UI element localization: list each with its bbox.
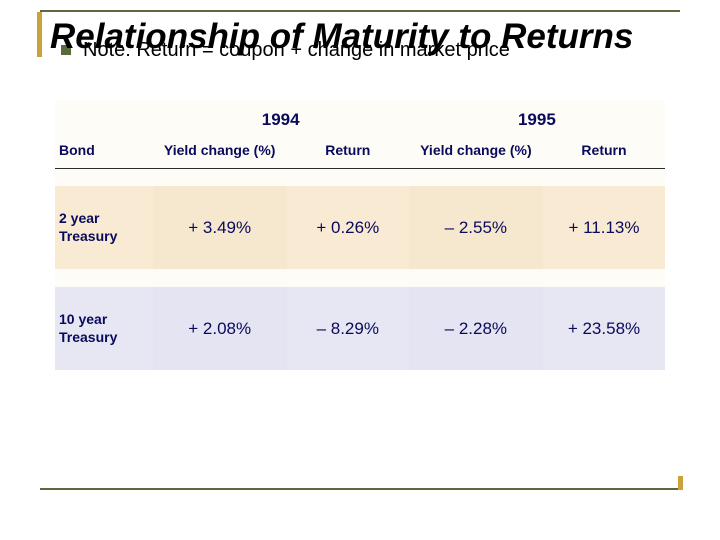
footer-accent-bar bbox=[678, 476, 683, 490]
slide: Relationship of Maturity to Returns Note… bbox=[0, 0, 720, 540]
col-return-94: Return bbox=[287, 138, 409, 169]
cell-yield-94: + 2.08% bbox=[153, 287, 287, 370]
bond-line2: Treasury bbox=[59, 329, 117, 345]
data-table-wrap: 1994 1995 Bond Yield change (%) Return Y… bbox=[55, 100, 665, 371]
cell-return-94: + 0.26% bbox=[287, 186, 409, 269]
title-block: Relationship of Maturity to Returns bbox=[40, 10, 680, 57]
cell-yield-95: – 2.55% bbox=[409, 186, 543, 269]
col-yield-94: Yield change (%) bbox=[153, 138, 287, 169]
column-header-row: Bond Yield change (%) Return Yield chang… bbox=[55, 138, 665, 169]
data-table: 1994 1995 Bond Yield change (%) Return Y… bbox=[55, 100, 665, 371]
year-1994: 1994 bbox=[153, 100, 409, 138]
col-bond: Bond bbox=[55, 138, 153, 169]
bond-cell: 10 year Treasury bbox=[55, 287, 153, 370]
cell-return-95: + 23.58% bbox=[543, 287, 665, 370]
slide-title: Relationship of Maturity to Returns bbox=[40, 18, 680, 57]
table-row: 2 year Treasury + 3.49% + 0.26% – 2.55% … bbox=[55, 186, 665, 269]
cell-yield-95: – 2.28% bbox=[409, 287, 543, 370]
spacer-row bbox=[55, 269, 665, 287]
table-row: 10 year Treasury + 2.08% – 8.29% – 2.28%… bbox=[55, 287, 665, 370]
bond-line1: 2 year bbox=[59, 210, 99, 226]
col-yield-95: Yield change (%) bbox=[409, 138, 543, 169]
spacer-row bbox=[55, 168, 665, 186]
title-accent-bar bbox=[37, 12, 42, 57]
cell-return-95: + 11.13% bbox=[543, 186, 665, 269]
cell-yield-94: + 3.49% bbox=[153, 186, 287, 269]
bond-line2: Treasury bbox=[59, 228, 117, 244]
year-1995: 1995 bbox=[409, 100, 665, 138]
col-return-95: Return bbox=[543, 138, 665, 169]
footer-rule bbox=[40, 488, 680, 490]
bond-cell: 2 year Treasury bbox=[55, 186, 153, 269]
year-header-blank bbox=[55, 100, 153, 138]
bond-line1: 10 year bbox=[59, 311, 107, 327]
year-header-row: 1994 1995 bbox=[55, 100, 665, 138]
cell-return-94: – 8.29% bbox=[287, 287, 409, 370]
